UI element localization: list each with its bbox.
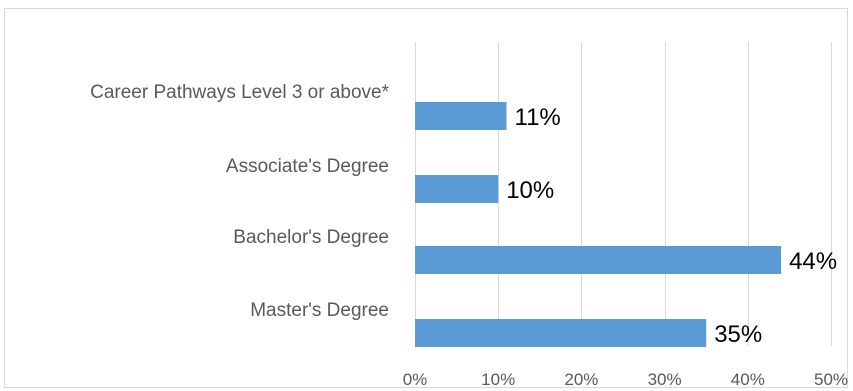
x-tick-label: 30% (648, 370, 682, 389)
bar (415, 246, 782, 274)
x-tick-label: 50% (814, 370, 848, 389)
category-label: Associate's Degree (226, 156, 389, 177)
bar (415, 175, 499, 203)
x-tick-label: 0% (403, 370, 428, 389)
data-label: 10% (506, 177, 554, 204)
category-label: Career Pathways Level 3 or above* (90, 82, 389, 103)
data-label: 11% (515, 104, 561, 131)
bar (415, 319, 707, 347)
data-labels: 11% 10% 44% 35% (506, 104, 837, 348)
data-label: 44% (789, 248, 837, 275)
bar (415, 102, 507, 130)
bars (415, 102, 782, 347)
category-labels: Career Pathways Level 3 or above* Associa… (90, 82, 389, 321)
x-tick-label: 10% (481, 370, 515, 389)
x-tick-label: 20% (564, 370, 598, 389)
category-label: Bachelor's Degree (233, 227, 389, 248)
category-label: Master's Degree (250, 300, 389, 321)
data-label: 35% (714, 321, 762, 348)
x-axis-tick-labels: 0% 10% 20% 30% 40% 50% (403, 370, 848, 389)
gridlines (415, 42, 832, 346)
x-tick-label: 40% (731, 370, 765, 389)
